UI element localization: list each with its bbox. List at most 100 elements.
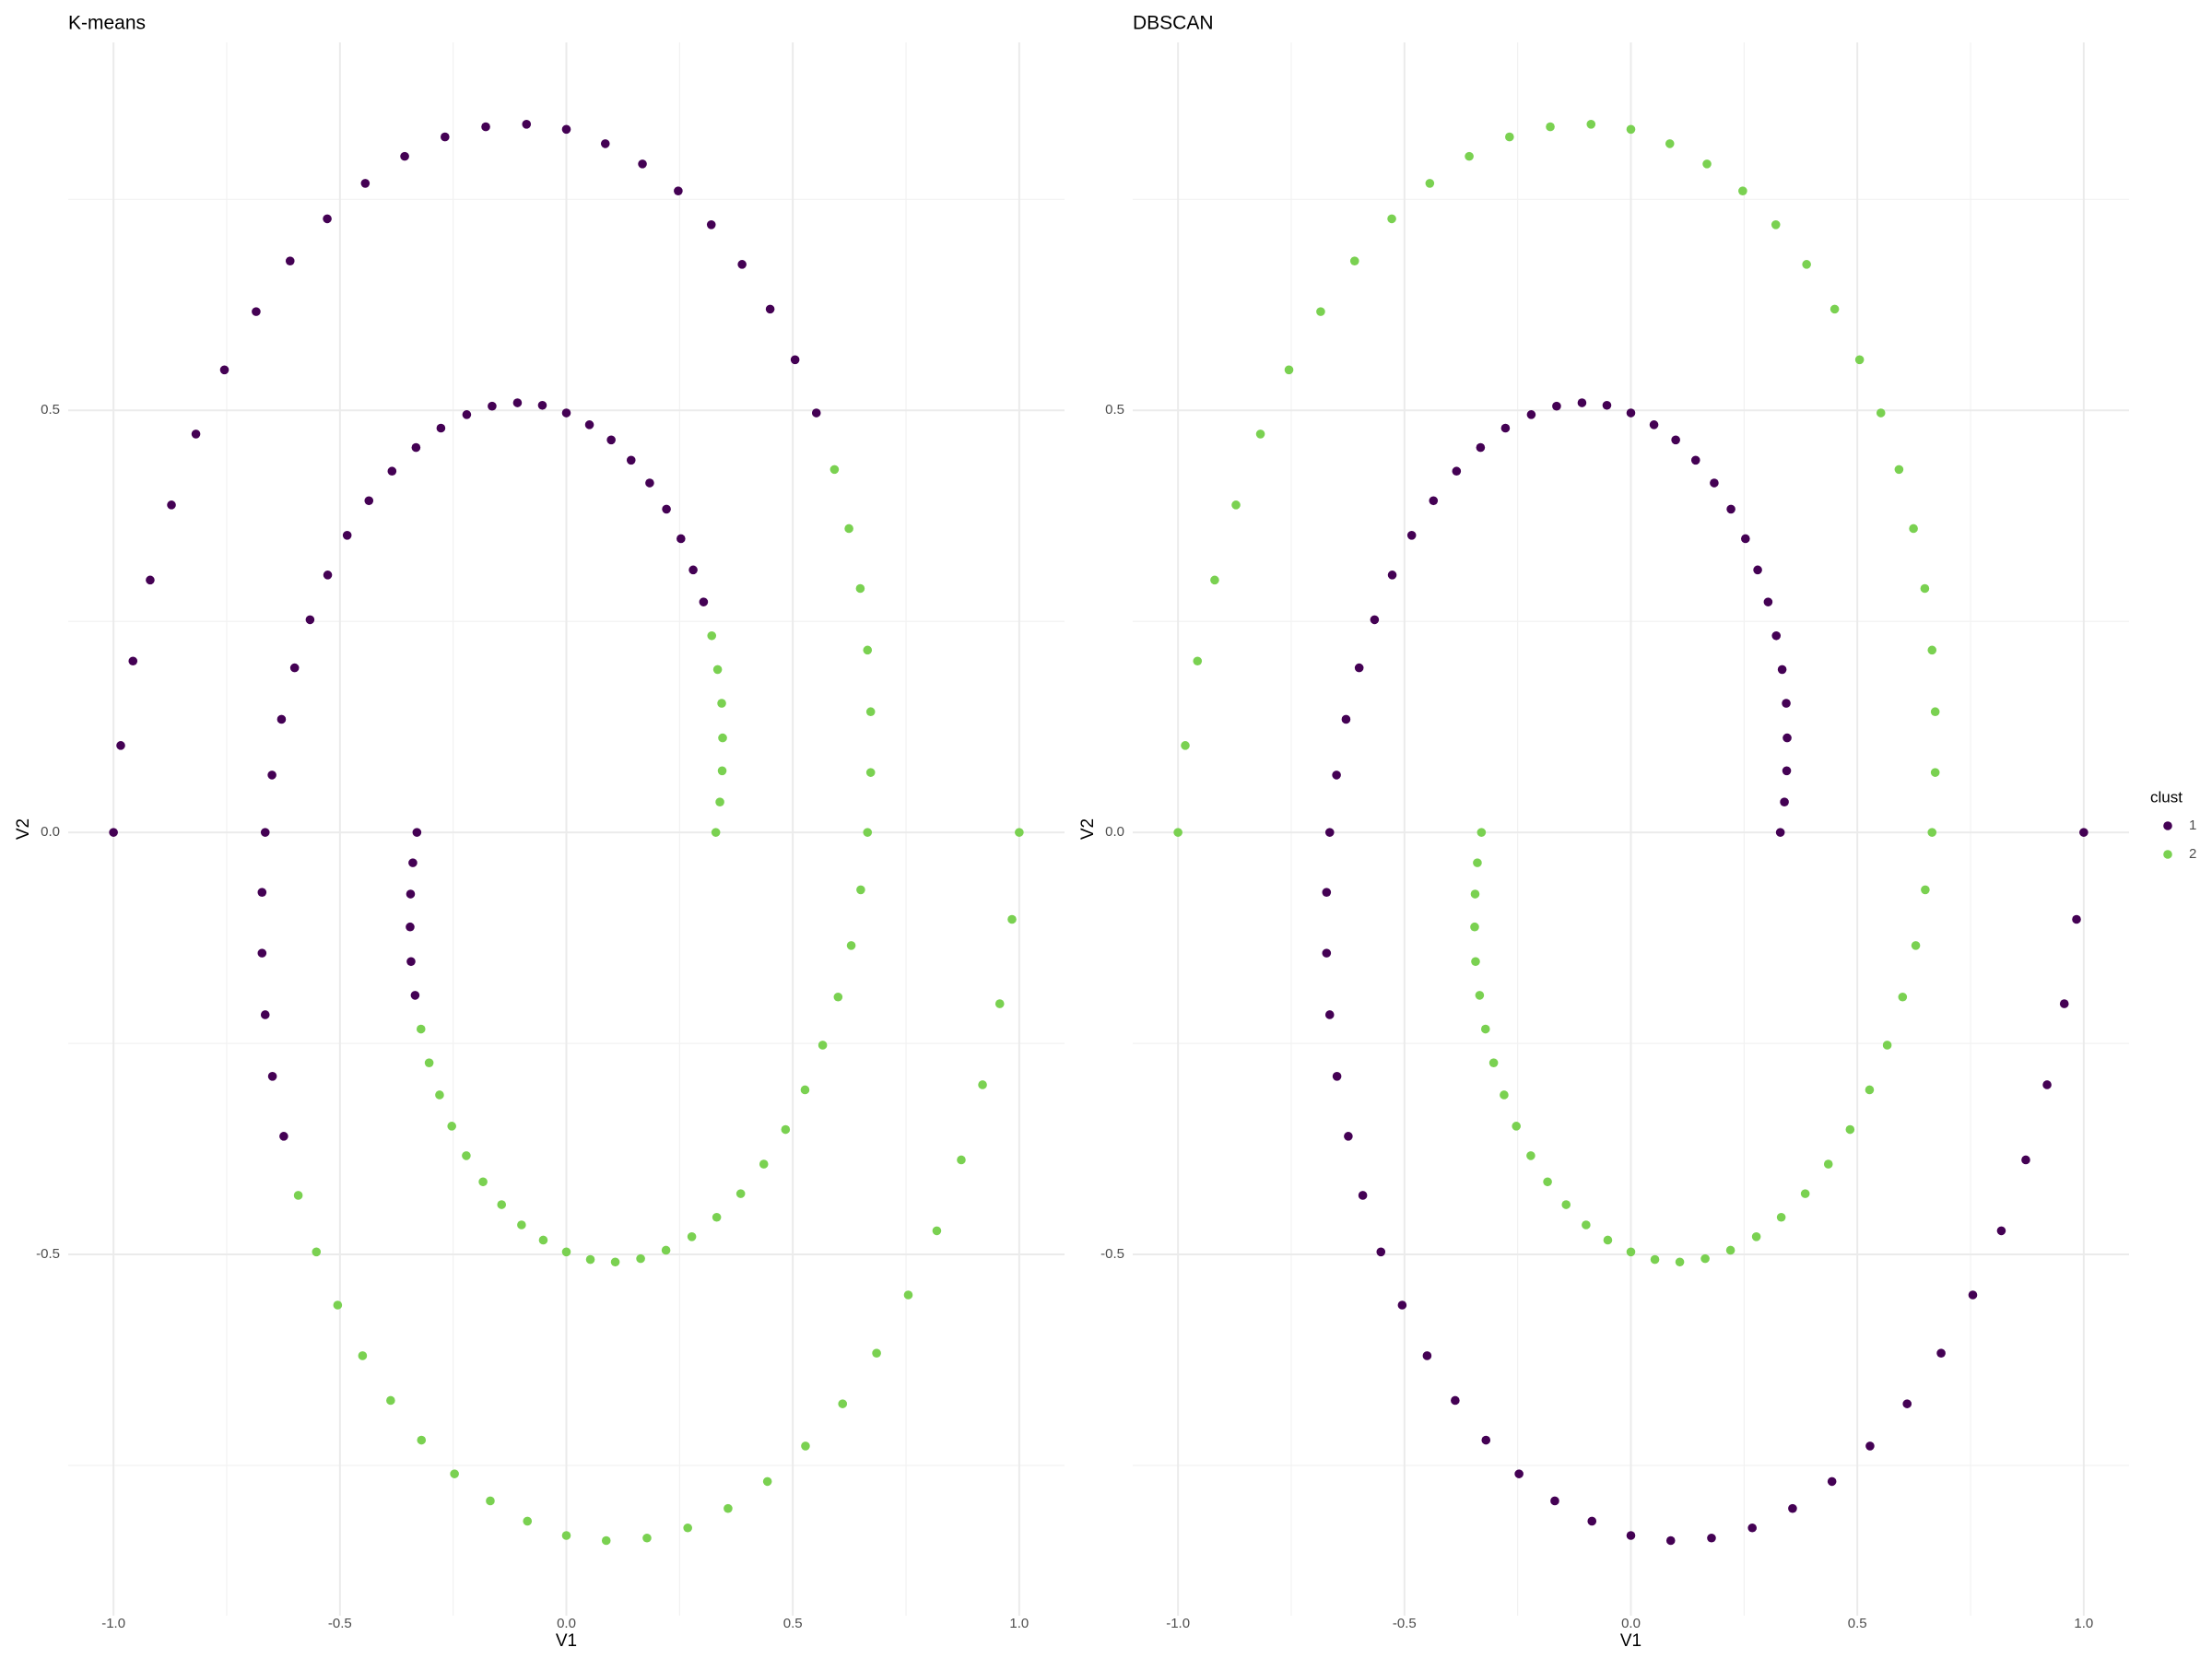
point [1255,429,1265,439]
panel: -1.0 -0.5 0.0 0.5 1.0 -0.5 0.0 0.5 DBSCAN V1 V2 [1078,13,2129,1651]
point [1702,159,1712,169]
point [1210,575,1219,585]
point [610,1257,620,1267]
point [978,1080,987,1089]
point [1771,630,1782,641]
point [1543,1177,1552,1187]
point [435,1090,444,1100]
point [1324,828,1335,837]
point [706,220,716,229]
point [759,1159,769,1169]
point [677,534,686,544]
point [790,355,800,365]
point [1626,124,1636,135]
legend-swatch [2163,821,2172,830]
point [1771,220,1781,229]
x-tick-label: 0.0 [1621,1616,1641,1631]
point [1586,120,1596,129]
point [2079,828,2088,837]
point [1015,828,1024,837]
point [1921,885,1930,895]
point [707,630,717,641]
point [638,159,647,169]
point [146,575,155,585]
point [1552,401,1561,411]
point [957,1155,966,1165]
point [846,941,856,950]
point [1526,1151,1535,1160]
point [1865,1085,1875,1095]
point [1930,768,1940,777]
x-tick-label: 0.5 [1848,1616,1867,1631]
point [1671,435,1680,445]
point [1710,478,1719,488]
point [717,766,727,776]
point [386,1395,395,1406]
point [711,828,721,837]
point [1344,1132,1353,1141]
point [219,365,229,375]
point [411,442,421,453]
point [1550,1496,1559,1506]
point [1775,828,1785,837]
point [279,1132,288,1141]
point [1920,583,1930,594]
point [1968,1290,1978,1300]
point [1751,1232,1761,1241]
point [838,1399,848,1408]
point [1777,665,1787,675]
point [735,1189,746,1198]
point [517,1220,526,1230]
y-axis-label: V2 [1078,818,1098,840]
point [1354,663,1364,673]
point [584,420,594,429]
x-tick-label: -0.5 [328,1616,352,1631]
point [683,1523,692,1533]
point [1324,1010,1335,1019]
legend-label: 2 [2189,846,2196,862]
point [406,889,416,899]
y-tick-label: 0.0 [1105,824,1124,840]
point [1505,132,1514,142]
point [1675,1257,1685,1267]
x-tick-label: 0.0 [557,1616,576,1631]
point [626,455,636,465]
point [1782,699,1791,708]
point [601,1535,611,1546]
point [1626,1247,1636,1257]
point [1470,922,1479,932]
point [1007,914,1017,924]
point [561,1531,571,1540]
legend-swatch [2163,850,2172,859]
point [1341,714,1351,724]
point [1930,707,1940,717]
point [276,714,287,724]
point [600,139,610,148]
point [1561,1200,1571,1209]
point [488,401,497,411]
point [1626,408,1636,418]
point [1422,1351,1432,1360]
point [360,179,371,188]
point [1700,1253,1710,1264]
legend: clust 1 2 [2150,788,2196,861]
point [1181,741,1190,750]
point [447,1122,456,1131]
point [167,500,176,510]
point [585,1254,595,1265]
point [1882,1041,1892,1050]
point [323,214,332,224]
point [1854,355,1865,365]
y-tick-label: -0.5 [1100,1246,1124,1262]
point [441,132,450,142]
chart-title: DBSCAN [1133,13,1214,34]
point [863,645,873,655]
point [523,1516,533,1526]
point [1387,571,1397,580]
point [305,615,315,625]
point [903,1290,913,1300]
point [1406,531,1417,540]
point [688,565,698,575]
point [1626,1531,1636,1540]
